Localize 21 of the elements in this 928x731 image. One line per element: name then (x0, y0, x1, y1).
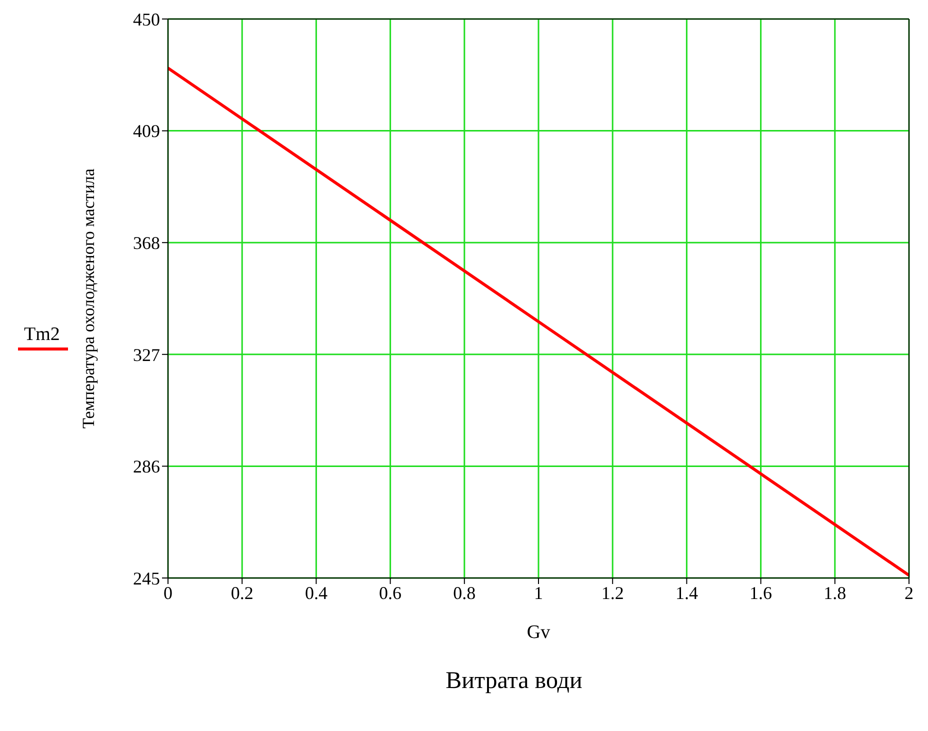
x-axis-title: Gv (526, 622, 551, 643)
y-tick-label: 327 (133, 344, 160, 365)
x-tick-label: 2 (904, 582, 914, 603)
x-tick-label: 0.2 (230, 582, 254, 603)
y-tick-label: 286 (133, 456, 160, 477)
y-tick-label: 368 (133, 232, 160, 253)
text: Витрата води (444, 668, 584, 695)
x-tick-label: 0.4 (304, 582, 328, 603)
y-tick-label: 409 (133, 121, 160, 142)
x-tick-label: 1.2 (601, 582, 624, 603)
y-tick-label: 245 (133, 568, 160, 588)
y-tick-label: 450 (133, 9, 160, 30)
x-tick-label: 0.8 (453, 582, 476, 603)
x-tick-label: 0.6 (379, 582, 402, 603)
x-tick-label: 1 (534, 582, 543, 603)
y-axis-title: Температура охолодженого мастила (79, 168, 98, 428)
x-tick-label: 1.8 (824, 582, 846, 603)
x-tick-label: 1.4 (675, 582, 698, 603)
text: Tm2 (24, 324, 60, 346)
x-tick-label: 0 (164, 582, 172, 603)
x-tick-label: 1.6 (750, 582, 772, 603)
